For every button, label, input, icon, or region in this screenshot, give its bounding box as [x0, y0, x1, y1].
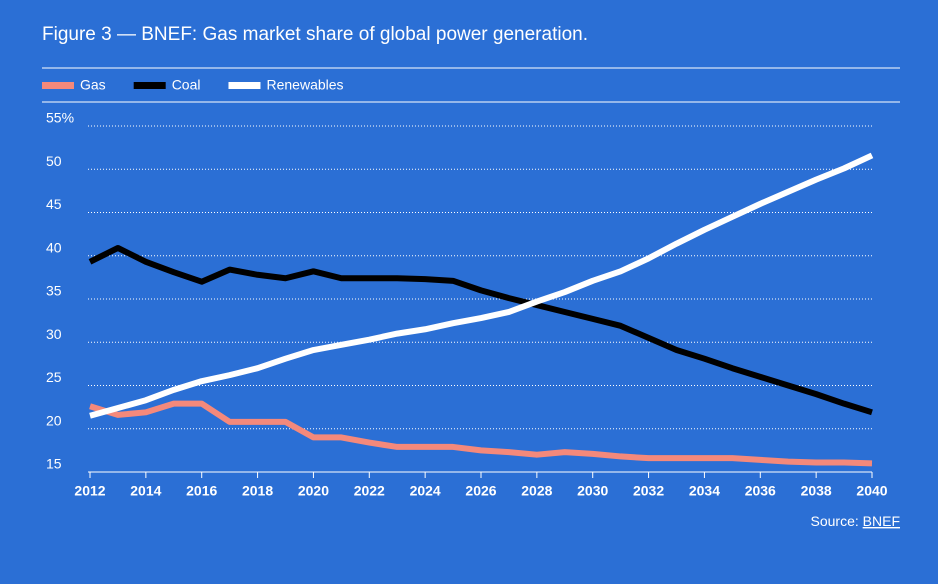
x-tick-label: 2018	[242, 483, 273, 499]
legend-label: Renewables	[266, 77, 343, 93]
x-tick-label: 2036	[745, 483, 776, 499]
series-line	[89, 152, 874, 419]
x-tick-label: 2040	[856, 483, 887, 499]
x-tick-label: 2014	[130, 483, 161, 499]
legend-swatch	[42, 82, 74, 89]
x-tick-label: 2030	[577, 483, 608, 499]
legend-label: Coal	[172, 77, 201, 93]
y-tick-label: 35	[46, 283, 62, 299]
y-tick-label: 50	[46, 153, 62, 169]
x-tick-label: 2024	[410, 483, 441, 499]
legend: Gas Coal Renewables	[42, 77, 344, 93]
x-tick-label: 2020	[298, 483, 329, 499]
x-tick-label: 2034	[689, 483, 720, 499]
y-tick-label: 20	[46, 412, 62, 428]
x-tick-label: 2026	[465, 483, 496, 499]
source-link[interactable]: BNEF	[863, 513, 900, 529]
x-tick-label: 2016	[186, 483, 217, 499]
legend-swatch	[228, 82, 261, 89]
x-tick-label: 2022	[354, 483, 385, 499]
series-line	[89, 400, 873, 467]
series-line	[88, 244, 873, 416]
legend-label: Gas	[80, 77, 106, 93]
y-tick-label: 30	[46, 326, 62, 342]
x-tick-label: 2032	[633, 483, 664, 499]
y-tick-label: 40	[46, 239, 62, 255]
y-tick-label: 25	[46, 369, 62, 385]
x-tick-label: 2012	[74, 483, 105, 499]
x-tick-label: 2028	[521, 483, 552, 499]
chart-title: Figure 3 — BNEF: Gas market share of glo…	[42, 24, 588, 45]
source: Source: BNEF	[811, 513, 900, 529]
y-tick-label: 15	[46, 456, 62, 472]
y-tick-label: 45	[46, 196, 62, 212]
source-label: Source:	[811, 513, 859, 529]
y-tick-label: 55%	[46, 110, 74, 126]
x-tick-label: 2038	[801, 483, 832, 499]
legend-swatch	[133, 82, 166, 89]
